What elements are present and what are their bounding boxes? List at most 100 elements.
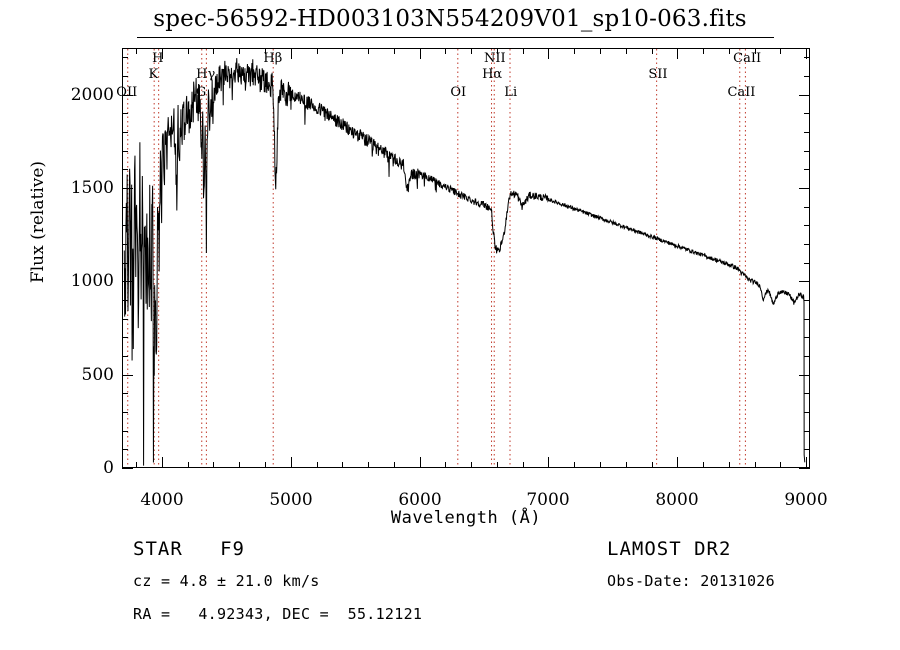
x-minor-tick bbox=[703, 462, 704, 468]
x-minor-tick bbox=[188, 462, 189, 468]
y-minor-tick bbox=[122, 431, 128, 432]
y-minor-tick bbox=[122, 151, 128, 152]
x-minor-tick bbox=[342, 462, 343, 468]
y-minor-tick bbox=[122, 356, 128, 357]
line-marker-label-Li-9: Li bbox=[504, 85, 518, 100]
x-minor-tick-top bbox=[471, 48, 472, 54]
x-minor-tick bbox=[239, 462, 240, 468]
y-minor-tick bbox=[122, 319, 128, 320]
x-minor-tick bbox=[523, 462, 524, 468]
y-minor-tick bbox=[122, 132, 128, 133]
y-major-tick-right bbox=[799, 95, 810, 96]
y-minor-tick-right bbox=[804, 263, 810, 264]
y-tick-label-1000: 1000 bbox=[70, 271, 114, 291]
spectrum-svg bbox=[123, 49, 806, 466]
x-minor-tick-top bbox=[213, 48, 214, 54]
line-marker-label-K-1: K bbox=[148, 67, 159, 82]
y-minor-tick bbox=[122, 113, 128, 114]
y-minor-tick bbox=[122, 244, 128, 245]
x-minor-tick bbox=[394, 462, 395, 468]
line-marker-label-OII-0: OII bbox=[116, 85, 138, 100]
y-minor-tick-right bbox=[804, 393, 810, 394]
y-major-tick bbox=[122, 281, 133, 282]
y-major-tick bbox=[122, 468, 133, 469]
plot-canvas bbox=[123, 49, 809, 467]
y-axis-label: Flux (relative) bbox=[28, 160, 48, 284]
x-minor-tick-top bbox=[342, 48, 343, 54]
x-minor-tick-top bbox=[445, 48, 446, 54]
x-axis-label: Wavelength (Å) bbox=[390, 508, 542, 528]
y-minor-tick-right bbox=[804, 113, 810, 114]
x-minor-tick bbox=[136, 462, 137, 468]
y-minor-tick bbox=[122, 449, 128, 450]
y-major-tick bbox=[122, 95, 133, 96]
x-minor-tick-top bbox=[729, 48, 730, 54]
x-minor-tick-top bbox=[626, 48, 627, 54]
x-minor-tick bbox=[471, 462, 472, 468]
y-minor-tick-right bbox=[804, 57, 810, 58]
line-marker-label-G-3: G bbox=[195, 85, 207, 100]
y-minor-tick bbox=[122, 300, 128, 301]
y-tick-label-0: 0 bbox=[103, 458, 114, 478]
x-major-tick-top bbox=[677, 48, 678, 59]
x-minor-tick bbox=[317, 462, 318, 468]
x-minor-tick bbox=[600, 462, 601, 468]
page-title: spec-56592-HD003103N554209V01_sp10-063.f… bbox=[153, 6, 747, 32]
x-minor-tick bbox=[652, 462, 653, 468]
line-marker-label-CaII-11: CaII bbox=[727, 85, 756, 100]
x-minor-tick-top bbox=[780, 48, 781, 54]
y-tick-label-1500: 1500 bbox=[70, 178, 114, 198]
x-minor-tick-top bbox=[523, 48, 524, 54]
x-major-tick-top bbox=[806, 48, 807, 59]
y-minor-tick-right bbox=[804, 169, 810, 170]
y-minor-tick-right bbox=[804, 151, 810, 152]
x-minor-tick bbox=[574, 462, 575, 468]
y-minor-tick bbox=[122, 337, 128, 338]
line-marker-label-H-5: Hβ bbox=[263, 51, 283, 66]
y-minor-tick bbox=[122, 57, 128, 58]
line-marker-label-H-2: H bbox=[152, 51, 164, 66]
object-class: STAR bbox=[133, 538, 183, 560]
x-minor-tick bbox=[265, 462, 266, 468]
y-minor-tick-right bbox=[804, 207, 810, 208]
y-major-tick-right bbox=[799, 281, 810, 282]
x-minor-tick bbox=[497, 462, 498, 468]
y-minor-tick-right bbox=[804, 431, 810, 432]
x-major-tick-top bbox=[291, 48, 292, 59]
y-minor-tick bbox=[122, 76, 128, 77]
y-minor-tick bbox=[122, 412, 128, 413]
x-tick-label-5000: 5000 bbox=[269, 490, 313, 510]
x-tick-label-6000: 6000 bbox=[398, 490, 442, 510]
y-minor-tick-right bbox=[804, 244, 810, 245]
x-minor-tick bbox=[729, 462, 730, 468]
line-marker-label-OI-6: OI bbox=[450, 85, 467, 100]
x-minor-tick-top bbox=[239, 48, 240, 54]
line-marker-label-SII-10: SII bbox=[648, 67, 668, 82]
y-minor-tick bbox=[122, 225, 128, 226]
x-minor-tick bbox=[445, 462, 446, 468]
x-minor-tick-top bbox=[317, 48, 318, 54]
y-minor-tick bbox=[122, 393, 128, 394]
x-major-tick bbox=[677, 457, 678, 468]
y-minor-tick-right bbox=[804, 412, 810, 413]
x-major-tick bbox=[291, 457, 292, 468]
x-minor-tick-top bbox=[600, 48, 601, 54]
x-minor-tick-top bbox=[652, 48, 653, 54]
title-underline bbox=[137, 37, 774, 38]
line-marker-label-CaII-12: CaII bbox=[733, 51, 762, 66]
x-minor-tick-top bbox=[136, 48, 137, 54]
y-major-tick-right bbox=[799, 188, 810, 189]
x-major-tick-top bbox=[548, 48, 549, 59]
y-major-tick bbox=[122, 375, 133, 376]
survey-name: LAMOST DR2 bbox=[607, 538, 732, 560]
x-minor-tick bbox=[780, 462, 781, 468]
x-major-tick bbox=[548, 457, 549, 468]
x-minor-tick-top bbox=[368, 48, 369, 54]
x-tick-label-8000: 8000 bbox=[655, 490, 699, 510]
x-minor-tick bbox=[626, 462, 627, 468]
y-major-tick-right bbox=[799, 375, 810, 376]
spectrum-trace bbox=[123, 58, 806, 466]
x-minor-tick bbox=[755, 462, 756, 468]
y-minor-tick bbox=[122, 263, 128, 264]
